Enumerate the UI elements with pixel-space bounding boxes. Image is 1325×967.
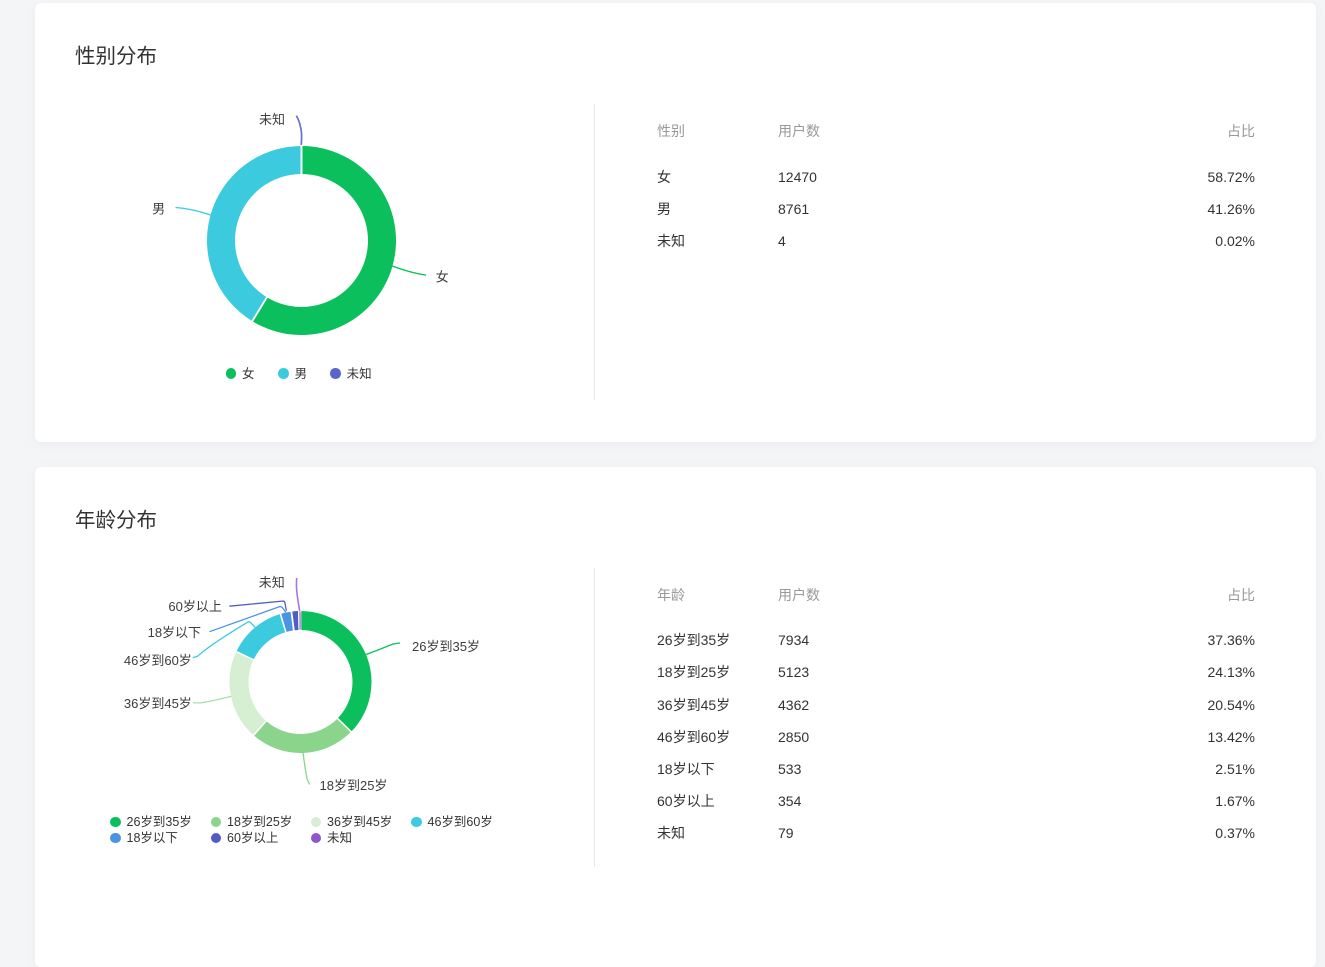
svg-text:女: 女 xyxy=(436,270,449,285)
svg-text:18岁以下: 18岁以下 xyxy=(148,625,201,640)
svg-text:46岁到60岁: 46岁到60岁 xyxy=(124,653,192,668)
svg-text:未知: 未知 xyxy=(259,112,285,127)
svg-text:26岁到35岁: 26岁到35岁 xyxy=(412,639,480,654)
svg-text:未知: 未知 xyxy=(259,575,285,590)
svg-text:18岁到25岁: 18岁到25岁 xyxy=(320,778,388,793)
svg-text:男: 男 xyxy=(152,202,165,217)
svg-text:60岁以上: 60岁以上 xyxy=(168,599,221,614)
svg-text:36岁到45岁: 36岁到45岁 xyxy=(124,696,192,711)
